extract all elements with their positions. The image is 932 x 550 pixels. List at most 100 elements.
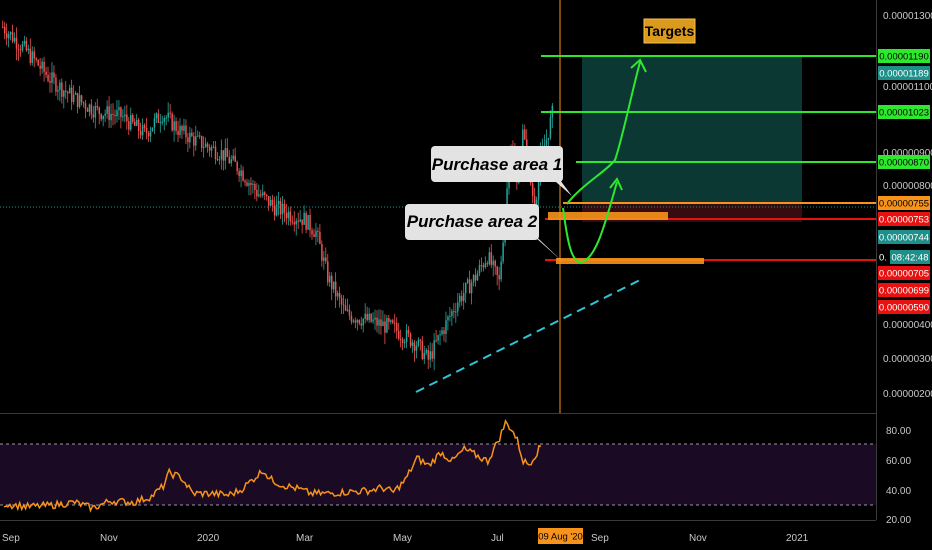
candle-body <box>96 105 99 108</box>
candle-body <box>163 118 166 122</box>
candle-body <box>137 119 140 132</box>
time-tick-sep-2020: Sep <box>591 533 609 544</box>
candle-body <box>155 113 158 119</box>
candle-body <box>352 320 355 322</box>
candle-body <box>386 318 388 333</box>
candle-body <box>480 265 483 267</box>
candle-body <box>441 330 443 335</box>
candle-body <box>342 304 345 306</box>
candle-body <box>13 37 16 42</box>
price-tag-870: 0.00000870 <box>878 155 930 169</box>
candle-body <box>419 339 422 341</box>
candle-body <box>74 93 77 95</box>
candle-body <box>132 115 134 122</box>
time-axis[interactable] <box>0 520 876 550</box>
candle-body <box>80 95 83 103</box>
projection-arrow-2-head <box>609 177 623 191</box>
candle-body <box>366 313 368 321</box>
candle-body <box>429 351 431 360</box>
candle-body <box>246 182 248 186</box>
candle-body <box>240 170 242 177</box>
candle-body <box>15 37 18 49</box>
projection-arrow-1-head <box>630 58 647 73</box>
candle-body <box>455 311 457 313</box>
price-tick-800: 0.00000800 <box>883 181 932 192</box>
countdown-bg <box>890 250 930 264</box>
candle-body <box>130 115 132 130</box>
candle-body <box>126 114 128 122</box>
time-tick-sep-2019: Sep <box>2 533 20 544</box>
candle-body <box>210 147 213 151</box>
price-tag-1189-text: 0.00001189 <box>879 69 929 80</box>
candle-body <box>159 122 162 124</box>
candle-body <box>488 252 491 264</box>
candle-body <box>59 82 61 90</box>
candle-body <box>413 342 416 351</box>
candle-body <box>72 94 75 102</box>
candle-body <box>262 192 264 196</box>
candle-body <box>181 126 183 131</box>
purchase-area-2-callout[interactable]: Purchase area 2 <box>405 204 563 262</box>
candle-body <box>234 155 236 162</box>
target-zone-box <box>582 56 802 202</box>
time-tick-mar: Mar <box>296 533 314 544</box>
price-tag-753-bg <box>878 212 930 226</box>
candle-body <box>443 330 445 334</box>
candle-body <box>415 345 418 351</box>
price-tag-744: 0.00000744 <box>878 230 930 244</box>
candle-body <box>380 319 382 327</box>
candle-body <box>466 279 469 283</box>
candle-body <box>346 309 349 311</box>
candle-body <box>53 72 55 78</box>
candle-body <box>478 265 481 274</box>
candle-body <box>407 330 410 334</box>
candle-body <box>63 90 65 97</box>
candle-body <box>327 261 329 283</box>
projection-arrow-2 <box>562 181 618 264</box>
candle-body <box>258 194 260 197</box>
candle-body <box>185 125 187 138</box>
candle-body <box>161 121 164 123</box>
candle-body <box>68 87 71 94</box>
cursor-date-bg <box>538 528 583 544</box>
candle-body <box>102 115 104 120</box>
candle-body <box>409 333 412 346</box>
candle-body <box>191 132 193 137</box>
candle-body <box>256 190 258 197</box>
candle-body <box>273 205 276 216</box>
candle-body <box>173 121 175 131</box>
candle-body <box>179 126 181 135</box>
price-tick-400: 0.00000400 <box>883 320 932 331</box>
candle-body <box>197 135 199 137</box>
candle-body <box>289 211 292 222</box>
candle-body <box>118 107 120 111</box>
candle-body <box>494 260 496 267</box>
candle-body <box>334 281 337 297</box>
candle-body <box>350 315 353 322</box>
candle-body <box>354 320 357 323</box>
candle-body <box>506 188 508 215</box>
candle-body <box>216 159 219 161</box>
candle-body <box>496 266 498 275</box>
candle-body <box>25 40 28 51</box>
candle-body <box>204 143 207 148</box>
time-tick-nov-2020: Nov <box>689 533 707 544</box>
candle-body <box>453 311 455 313</box>
candle-body <box>124 114 126 117</box>
candle-body <box>76 93 79 108</box>
candle-body <box>374 317 376 320</box>
candle-body <box>128 121 130 130</box>
candle-body <box>482 265 485 268</box>
purchase-area-1-callout[interactable]: Purchase area 1 <box>431 146 572 196</box>
callout-2-label: Purchase area 2 <box>407 212 538 231</box>
countdown-text: 08:42:48 <box>892 253 929 264</box>
candle-body <box>392 320 394 323</box>
targets-label[interactable]: Targets <box>643 18 696 44</box>
candle-body <box>394 322 396 324</box>
rsi-tick-80: 80.00 <box>886 426 911 437</box>
candle-body <box>218 159 221 161</box>
candle-body <box>472 275 475 283</box>
price-tick-200: 0.00000200 <box>883 389 932 400</box>
candle-body <box>370 313 372 322</box>
